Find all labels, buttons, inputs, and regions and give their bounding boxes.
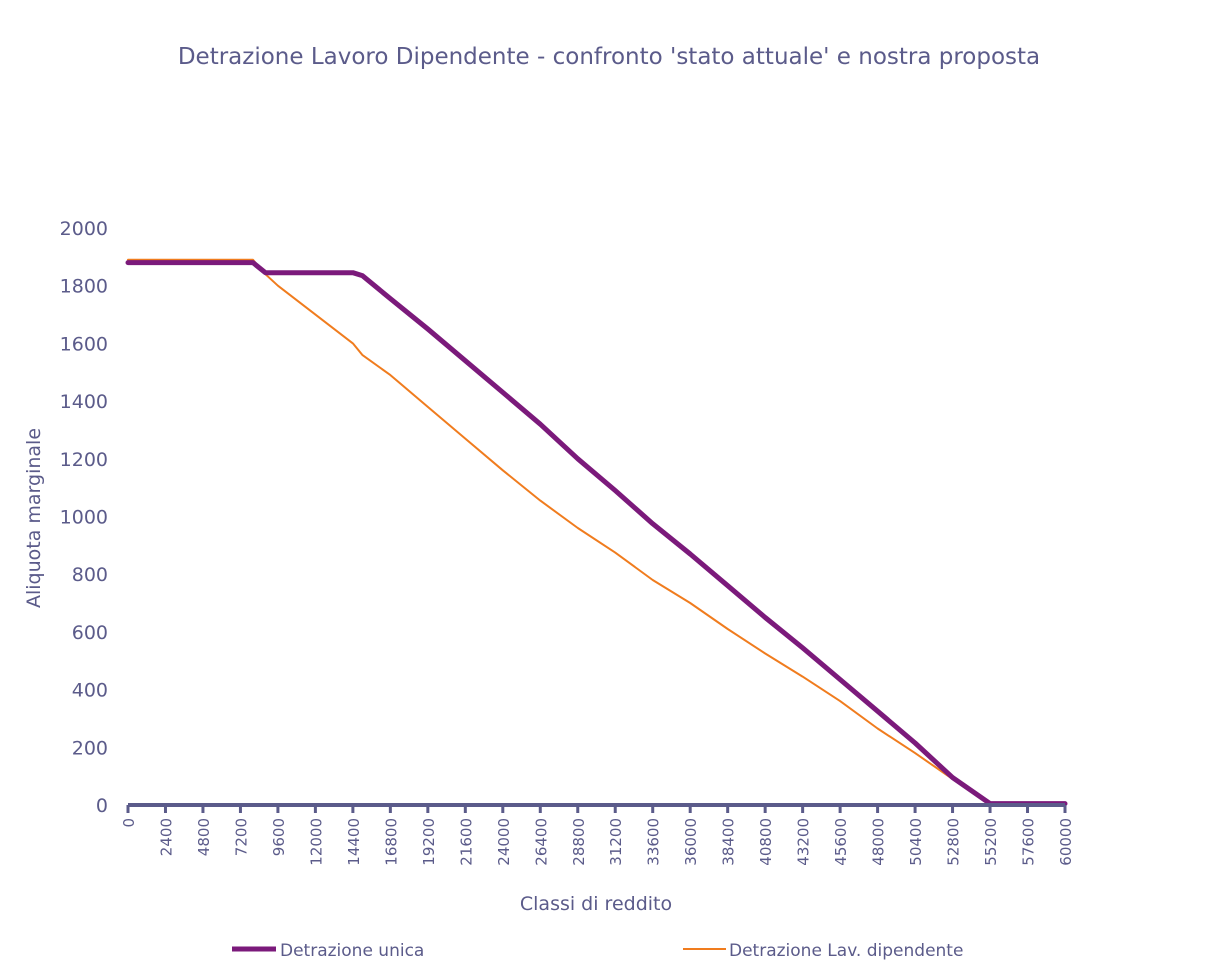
y-tick-label: 200 xyxy=(72,737,108,759)
x-tick-label: 0 xyxy=(120,818,138,828)
y-tick-label: 1000 xyxy=(60,507,108,529)
y-tick-label: 2000 xyxy=(60,218,108,240)
x-tick-label: 9600 xyxy=(270,818,288,856)
legend-label: Detrazione Lav. dipendente xyxy=(729,941,963,961)
x-tick-label: 28800 xyxy=(570,818,588,866)
legend: Detrazione unica Detrazione Lav. dipenden… xyxy=(232,941,963,961)
x-tick-label: 4800 xyxy=(195,818,213,856)
chart-title: Detrazione Lavoro Dipendente - confronto… xyxy=(178,44,1040,70)
x-tick-label: 12000 xyxy=(307,818,325,866)
x-tick-label: 40800 xyxy=(757,818,775,866)
x-tick-label: 43200 xyxy=(795,818,813,866)
x-tick-label: 45600 xyxy=(832,818,850,866)
x-tick-label: 60000 xyxy=(1057,818,1075,866)
x-tick-label: 55200 xyxy=(982,818,1000,866)
x-tick-label: 21600 xyxy=(457,818,475,866)
series-line-detrazione-unica xyxy=(125,260,1068,807)
x-tick-label: 36000 xyxy=(682,818,700,866)
x-tick-marks xyxy=(126,805,1067,813)
x-tick-label: 14400 xyxy=(345,818,363,866)
y-tick-labels: 0 200 400 600 800 1000 1200 1400 1600 1800 2000 xyxy=(60,218,108,817)
x-tick-label: 24000 xyxy=(495,818,513,866)
y-tick-label: 1200 xyxy=(60,449,108,471)
x-tick-label: 48000 xyxy=(870,818,888,866)
x-tick-label: 50400 xyxy=(907,818,925,866)
x-tick-label: 52800 xyxy=(945,818,963,866)
y-tick-label: 0 xyxy=(96,795,108,817)
x-tick-label: 38400 xyxy=(720,818,738,866)
x-tick-label: 57600 xyxy=(1020,818,1038,866)
y-tick-label: 600 xyxy=(72,622,108,644)
x-axis-title: Classi di reddito xyxy=(520,893,672,915)
x-tick-label: 7200 xyxy=(232,818,250,856)
x-tick-label: 19200 xyxy=(420,818,438,866)
y-axis-title: Aliquota marginale xyxy=(23,428,45,608)
x-tick-labels: 0 2400 4800 7200 9600 12000 14400 16800 19200 216… xyxy=(120,818,1075,866)
series-line-detrazione-lav-dipendente xyxy=(127,258,1066,805)
y-tick-label: 400 xyxy=(72,680,108,702)
y-tick-label: 1600 xyxy=(60,333,108,355)
x-tick-label: 2400 xyxy=(157,818,175,856)
legend-label: Detrazione unica xyxy=(280,941,424,961)
x-tick-label: 33600 xyxy=(645,818,663,866)
series-lines xyxy=(125,258,1068,807)
x-tick-label: 26400 xyxy=(532,818,550,866)
y-tick-label: 1400 xyxy=(60,391,108,413)
y-tick-label: 1800 xyxy=(60,276,108,298)
y-tick-label: 800 xyxy=(72,564,108,586)
x-tick-label: 31200 xyxy=(607,818,625,866)
x-tick-label: 16800 xyxy=(382,818,400,866)
